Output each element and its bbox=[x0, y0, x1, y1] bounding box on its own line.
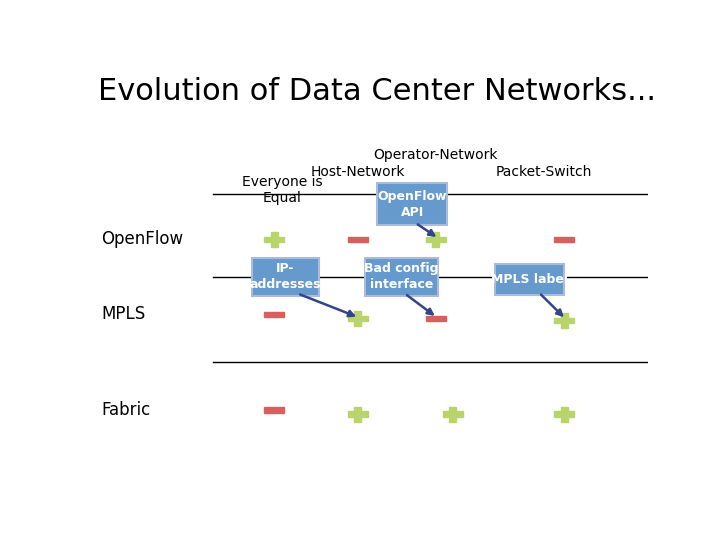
Bar bbox=[354, 311, 361, 326]
Bar bbox=[554, 237, 575, 242]
Bar bbox=[554, 318, 575, 323]
Bar bbox=[354, 407, 361, 422]
Bar bbox=[348, 411, 368, 417]
Text: Packet-Switch: Packet-Switch bbox=[496, 165, 593, 179]
Bar bbox=[348, 316, 368, 321]
Bar bbox=[554, 411, 575, 417]
Bar bbox=[433, 232, 439, 247]
Bar bbox=[426, 316, 446, 321]
Bar bbox=[271, 232, 278, 247]
Text: MPLS label: MPLS label bbox=[491, 273, 568, 286]
Bar bbox=[561, 313, 568, 328]
Bar bbox=[426, 237, 446, 242]
Text: MPLS: MPLS bbox=[101, 305, 145, 323]
Text: OpenFlow
API: OpenFlow API bbox=[377, 190, 447, 219]
Bar bbox=[348, 237, 368, 242]
Text: Fabric: Fabric bbox=[101, 401, 150, 419]
Text: Evolution of Data Center Networks...: Evolution of Data Center Networks... bbox=[99, 77, 657, 106]
Bar bbox=[264, 407, 284, 413]
Bar bbox=[443, 411, 463, 417]
FancyBboxPatch shape bbox=[495, 264, 564, 295]
FancyBboxPatch shape bbox=[365, 258, 438, 295]
Text: Operator-Network: Operator-Network bbox=[374, 148, 498, 162]
Text: OpenFlow: OpenFlow bbox=[101, 231, 184, 248]
Bar bbox=[561, 407, 568, 422]
Bar bbox=[264, 237, 284, 242]
FancyBboxPatch shape bbox=[377, 183, 447, 225]
Bar bbox=[449, 407, 456, 422]
Text: IP-
addresses: IP- addresses bbox=[250, 262, 321, 292]
Text: Host-Network: Host-Network bbox=[310, 165, 405, 179]
FancyBboxPatch shape bbox=[252, 258, 319, 295]
Bar bbox=[264, 312, 284, 317]
Text: Everyone is
Equal: Everyone is Equal bbox=[242, 175, 323, 205]
Text: Bad config
interface: Bad config interface bbox=[364, 262, 438, 292]
